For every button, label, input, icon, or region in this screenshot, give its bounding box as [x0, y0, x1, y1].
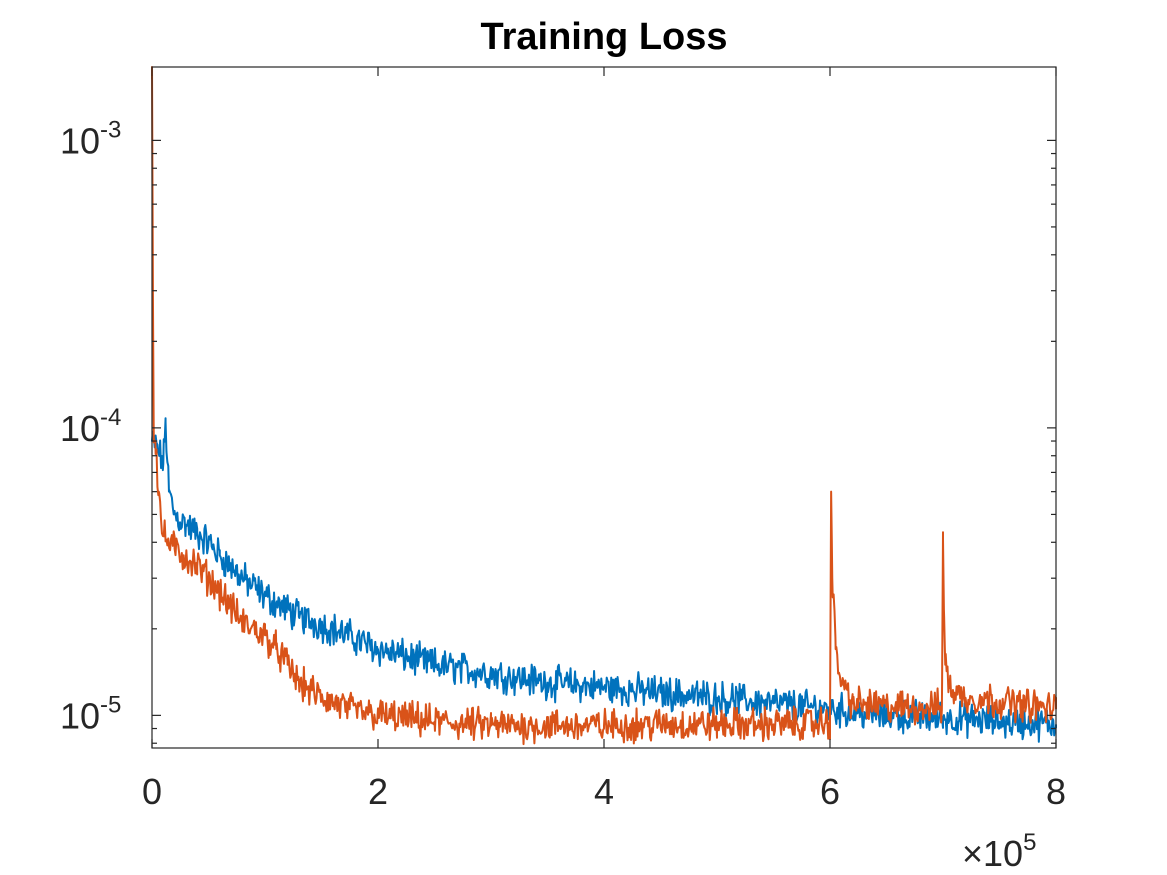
series-line-2	[151, 66, 1057, 746]
x-tick-label: 4	[594, 771, 614, 812]
x-tick-label: 8	[1046, 771, 1066, 812]
plot-area	[151, 66, 1057, 749]
x-tick-label: 6	[820, 771, 840, 812]
y-tick-label: 10-3	[60, 116, 121, 161]
x-tick-label: 2	[368, 771, 388, 812]
y-tick-label: 10-5	[60, 691, 121, 736]
chart-title: Training Loss	[480, 16, 727, 58]
y-tick-labels: 10-5 10-4 10-3	[60, 116, 121, 736]
y-tick-label: 10-4	[60, 404, 121, 449]
x-tick-label: 0	[142, 771, 162, 812]
tick-layer	[151, 67, 1057, 748]
x-tick-labels: 0 2 4 6 8	[142, 771, 1066, 812]
series-layer	[151, 66, 1057, 746]
x-axis-multiplier: ×105	[962, 829, 1036, 874]
series-line-1	[151, 417, 1057, 743]
axes-box	[151, 66, 1057, 749]
